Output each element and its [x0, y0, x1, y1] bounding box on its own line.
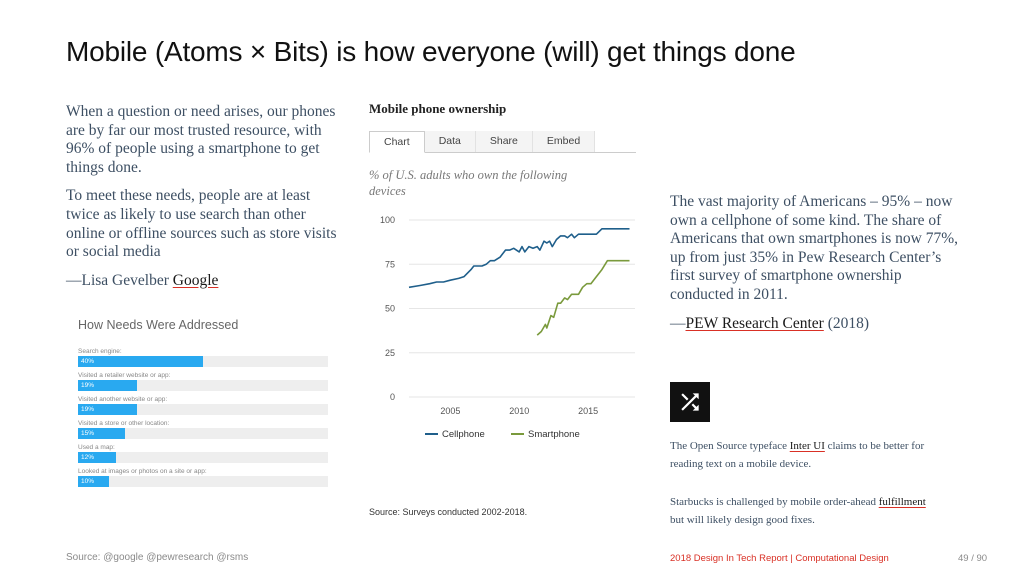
- left-paragraph-1: When a question or need arises, our phon…: [66, 103, 336, 176]
- tab-embed[interactable]: Embed: [532, 131, 596, 152]
- needs-row-bar: [78, 404, 138, 415]
- needs-row: Visited a store or other location: 15%: [78, 420, 336, 439]
- needs-row-label: Visited a retailer website or app:: [78, 372, 171, 379]
- needs-row: Search engine: 40%: [78, 348, 336, 367]
- needs-row-label: Looked at images or photos on a site or …: [78, 468, 207, 475]
- slide-title: Mobile (Atoms × Bits) is how everyone (w…: [66, 36, 796, 67]
- needs-chart-rows: Search engine: 40% Visited a retailer webs…: [66, 348, 336, 487]
- note2-prefix: Starbucks is challenged by mobile order-…: [670, 496, 879, 508]
- page-number: 49 / 90: [958, 553, 988, 564]
- tab-chart[interactable]: Chart: [369, 131, 425, 153]
- needs-row-track: 12%: [78, 452, 328, 463]
- needs-row-bar: [78, 428, 125, 439]
- needs-row-bar: [78, 356, 203, 367]
- needs-row-value: 12%: [81, 454, 95, 461]
- left-paragraph-2: To meet these needs, people are at least…: [66, 187, 337, 261]
- right-attribution-suffix: (2018): [823, 314, 870, 332]
- needs-row: Used a map: 12%: [78, 444, 336, 463]
- left-attribution: —Lisa Gevelber Google: [66, 272, 346, 291]
- inter-ui-note: The Open Source typeface Inter UI claims…: [670, 437, 940, 473]
- pew-chart-subtitle: % of U.S. adults who own the following d…: [369, 168, 568, 198]
- needs-row-track: 19%: [78, 380, 328, 391]
- y-tick-label: 75: [385, 259, 395, 269]
- needs-row-track: 19%: [78, 404, 328, 415]
- tab-share[interactable]: Share: [475, 131, 533, 152]
- right-column: The vast majority of Americans – 95% – n…: [670, 193, 960, 333]
- needs-row-track: 40%: [78, 356, 328, 367]
- pew-chart-panel: Mobile phone ownership Chart Data Share …: [369, 98, 637, 440]
- needs-row-label: Visited a store or other location:: [78, 420, 170, 427]
- needs-row-value: 15%: [81, 430, 95, 437]
- needs-chart-title: How Needs Were Addressed: [78, 318, 239, 332]
- needs-row-label: Used a map:: [78, 444, 115, 451]
- needs-row-bar: [78, 476, 110, 487]
- inter-ui-link[interactable]: Inter UI: [789, 440, 825, 452]
- x-tick-label: 2005: [440, 406, 460, 416]
- left-attribution-prefix: —Lisa Gevelber: [66, 271, 173, 289]
- right-paragraph: The vast majority of Americans – 95% – n…: [670, 193, 958, 303]
- needs-row-value: 10%: [81, 478, 95, 485]
- pew-chart-tabs: Chart Data Share Embed: [369, 131, 636, 153]
- google-link[interactable]: Google: [172, 271, 219, 289]
- ownership-line-chart: 0 25 50 75 100 2005 2010 2015 Cellphone Smartphon…: [380, 215, 635, 440]
- needs-row-bar: [78, 452, 116, 463]
- needs-row-track: 10%: [78, 476, 328, 487]
- series-line-cellphone: [408, 228, 630, 289]
- pew-chart-source: Source: Surveys conducted 2002-2018.: [369, 507, 528, 517]
- right-attribution: —PEW Research Center (2018): [670, 315, 960, 334]
- right-attribution-prefix: —: [670, 314, 686, 332]
- note2-suffix: but will likely design good fixes.: [670, 514, 815, 526]
- footer-source: Source: @google @pewresearch @rsms: [66, 552, 249, 563]
- shuffle-icon: [670, 382, 710, 422]
- needs-row: Visited a retailer website or app: 19%: [78, 372, 336, 391]
- y-tick-label: 100: [380, 215, 395, 225]
- needs-bar-chart: How Needs Were Addressed Search engine: 4…: [66, 318, 336, 518]
- legend-label: Smartphone: [528, 429, 580, 440]
- needs-row-value: 40%: [81, 358, 95, 365]
- y-tick-label: 50: [385, 304, 395, 314]
- y-tick-label: 0: [390, 392, 395, 402]
- needs-row-track: 15%: [78, 428, 328, 439]
- fulfillment-link[interactable]: fulfillment: [878, 496, 926, 508]
- needs-row: Visited another website or app: 19%: [78, 396, 336, 415]
- needs-row-label: Visited another website or app:: [78, 396, 168, 403]
- left-column: When a question or need arises, our phon…: [66, 103, 346, 300]
- x-tick-label: 2010: [509, 406, 529, 416]
- needs-row-value: 19%: [81, 406, 95, 413]
- note1-prefix: The Open Source typeface: [670, 440, 790, 452]
- x-tick-label: 2015: [578, 406, 598, 416]
- series-line-smartphone: [536, 259, 630, 336]
- needs-row: Looked at images or photos on a site or …: [78, 468, 336, 487]
- legend-label: Cellphone: [442, 429, 485, 440]
- y-tick-label: 25: [385, 348, 395, 358]
- footer-report-title: 2018 Design In Tech Report | Computation…: [670, 553, 889, 564]
- pew-chart-title: Mobile phone ownership: [369, 101, 507, 116]
- pew-link[interactable]: PEW Research Center: [685, 314, 824, 332]
- tab-data[interactable]: Data: [424, 131, 476, 152]
- starbucks-note: Starbucks is challenged by mobile order-…: [670, 493, 940, 529]
- needs-row-value: 19%: [81, 382, 95, 389]
- needs-row-label: Search engine:: [78, 348, 122, 355]
- needs-row-bar: [78, 380, 138, 391]
- note1-suffix: claims to be better for reading text on …: [670, 440, 925, 470]
- shuffle-icon-glyph: [681, 393, 699, 411]
